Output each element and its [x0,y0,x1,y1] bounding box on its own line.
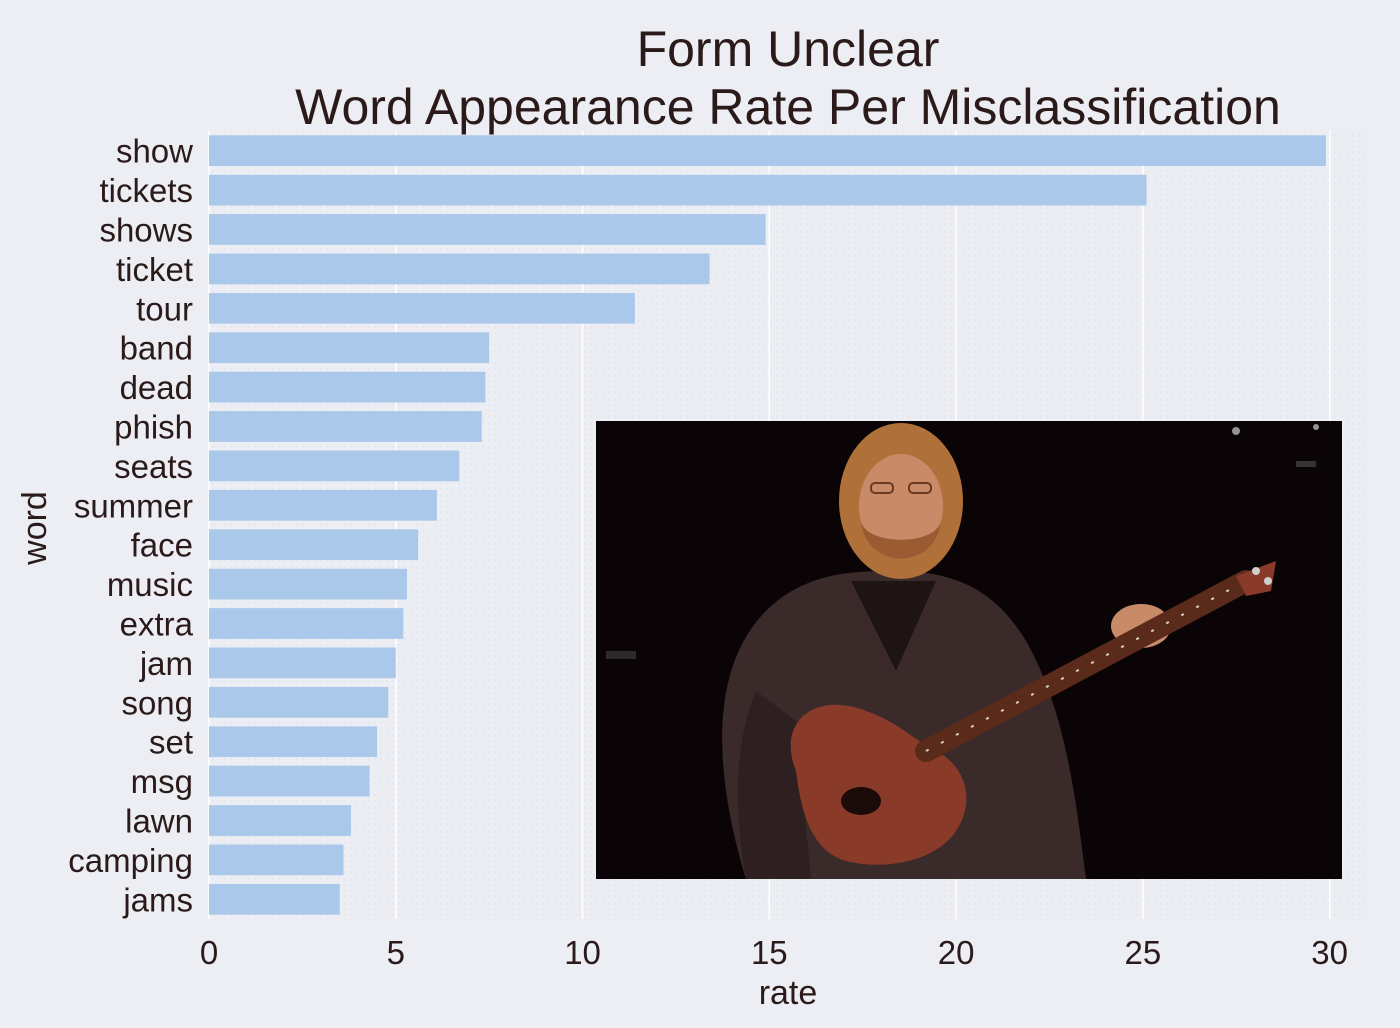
bar-set [209,726,378,758]
bar-tour [209,292,635,324]
category-label-extra: extra [120,606,194,643]
bar-seats [209,450,460,482]
bar-lawn [209,805,351,836]
category-label-set: set [149,724,193,761]
category-labels: showticketsshowstickettourbanddeadphishs… [68,133,193,919]
category-label-show: show [116,133,193,170]
x-tick-label-30: 30 [1311,934,1348,971]
category-label-summer: summer [74,487,193,524]
category-label-music: music [107,566,193,603]
category-label-tour: tour [136,290,193,327]
bar-show [209,135,1326,167]
category-label-dead: dead [120,369,193,406]
category-label-tickets: tickets [99,172,193,209]
bar-face [209,529,419,561]
x-tick-label-0: 0 [200,934,218,971]
category-label-seats: seats [114,448,193,485]
bar-music [209,568,407,600]
bars [209,135,1326,915]
x-axis-label: rate [759,974,818,1012]
y-axis-label: word [16,491,54,566]
bar-extra [209,608,404,639]
guitarist-photo-icon [596,421,1342,879]
x-tick-label-10: 10 [564,934,601,971]
bar-jam [209,647,396,679]
category-label-ticket: ticket [116,251,193,288]
chart-title: Form Unclear [637,21,940,77]
category-label-shows: shows [99,212,193,249]
x-tick-label-25: 25 [1125,934,1162,971]
bar-ticket [209,253,710,285]
x-tick-label-15: 15 [751,934,788,971]
category-label-band: band [120,330,193,367]
bar-shows [209,214,766,245]
category-label-camping: camping [68,842,193,879]
category-label-msg: msg [131,763,193,800]
category-label-jam: jam [139,645,193,682]
category-label-phish: phish [114,409,193,446]
bar-camping [209,844,344,876]
category-label-jams: jams [122,881,193,918]
chart-subtitle: Word Appearance Rate Per Misclassificati… [295,79,1281,135]
bar-band [209,332,490,364]
category-label-lawn: lawn [125,803,193,840]
bar-jams [209,883,340,915]
bar-msg [209,765,370,797]
x-tick-label-5: 5 [387,934,405,971]
x-tick-label-20: 20 [938,934,975,971]
category-label-face: face [131,527,193,564]
bar-phish [209,411,482,442]
bar-summer [209,489,437,521]
x-tick-labels: 0 5 10 15 20 25 30 [200,934,1348,971]
bar-tickets [209,174,1147,206]
bar-dead [209,371,486,403]
bar-song [209,686,389,718]
category-label-song: song [121,684,193,721]
